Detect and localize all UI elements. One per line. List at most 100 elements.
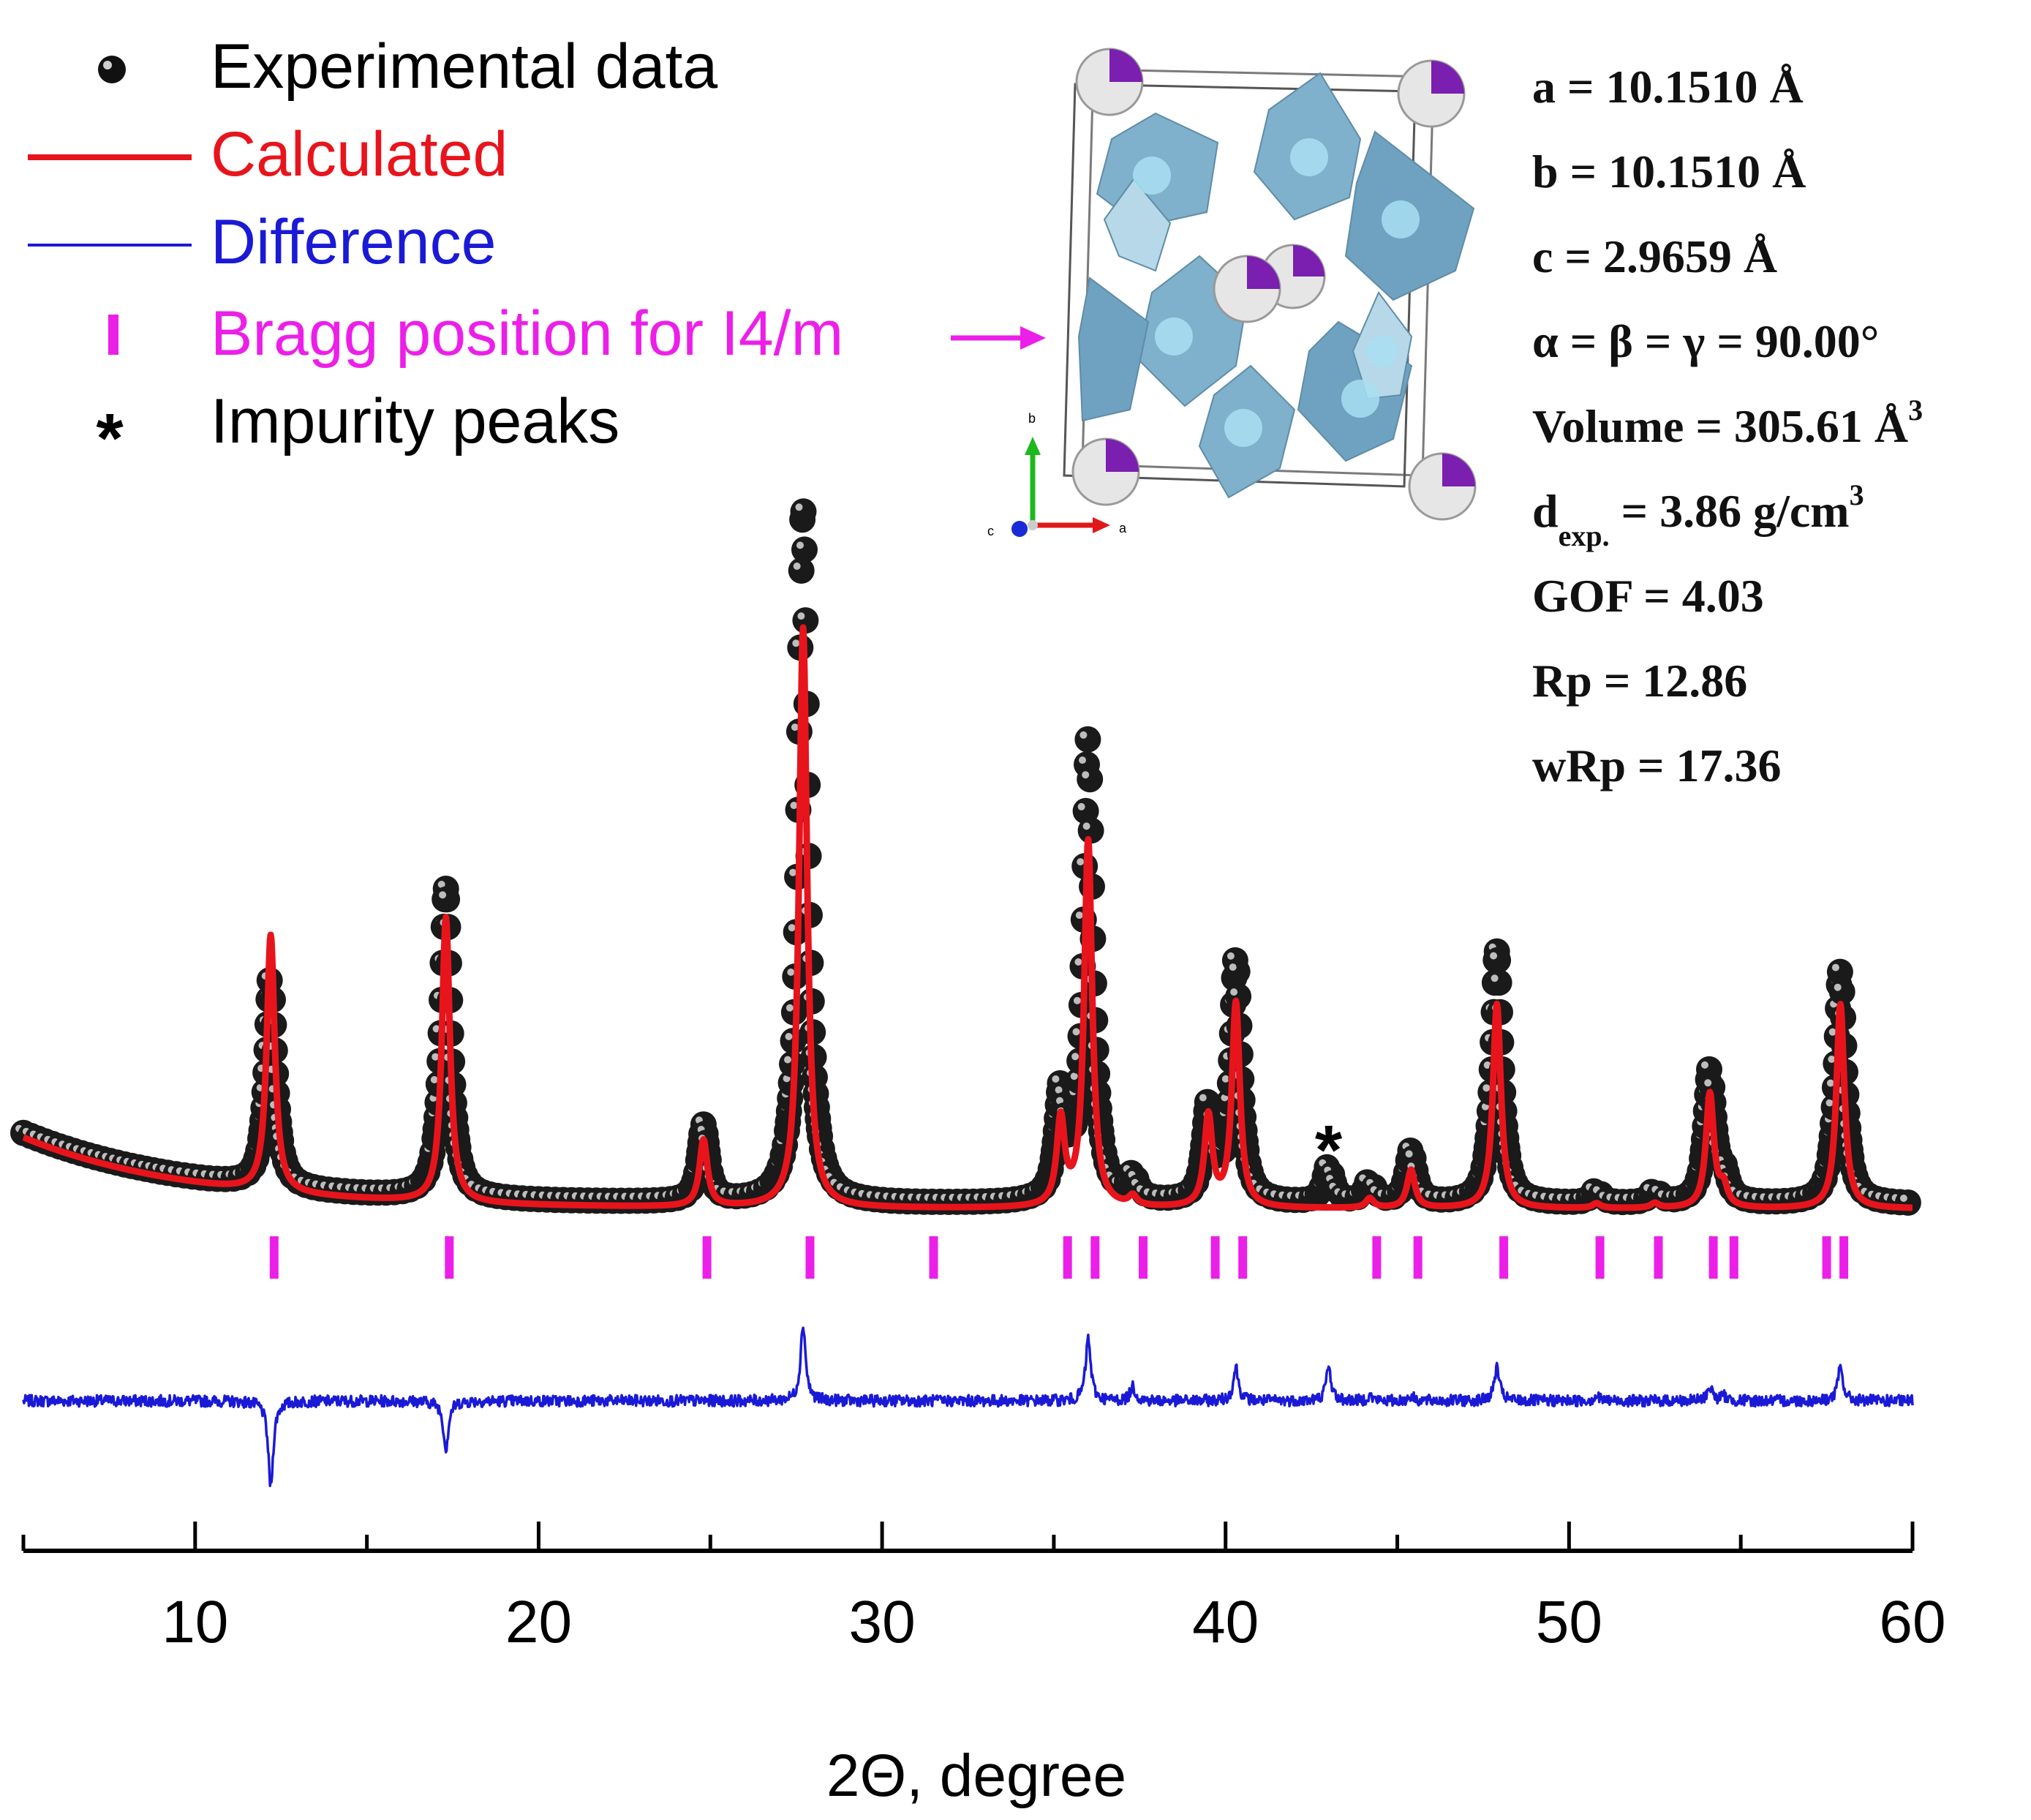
experimental-point-highlight: [1825, 1099, 1834, 1107]
bragg-tick: [1090, 1236, 1100, 1279]
axis-b-label: b: [1028, 411, 1036, 426]
param-b: b = 10.1510 Å: [1532, 146, 1806, 198]
bragg-tick: [1063, 1236, 1072, 1279]
plot-area: * 10 20 30 40 50 60 2Θ, degree: [10, 498, 1946, 1809]
experimental-point-highlight: [432, 1053, 440, 1061]
param-subscript: exp.: [1559, 519, 1610, 552]
bragg-tick: [1499, 1236, 1509, 1279]
legend-item-experimental: Experimental data: [98, 31, 717, 102]
param-label: Rp = 12.86: [1532, 655, 1747, 707]
param-c: c = 2.9659 Å: [1532, 230, 1777, 282]
x-axis: 10 20 30 40 50 60: [21, 1522, 1946, 1655]
experimental-point-highlight: [1082, 822, 1090, 830]
experimental-point: [1077, 766, 1104, 793]
axis-a-label: a: [1119, 521, 1127, 535]
experimental-point-highlight: [432, 1025, 440, 1033]
bragg-tick: [1839, 1236, 1849, 1279]
impurity-star-icon: *: [96, 399, 124, 478]
param-rp: Rp = 12.86: [1532, 655, 1747, 707]
experimental-point-highlight: [430, 1076, 438, 1083]
experimental-point-highlight: [785, 1004, 794, 1012]
experimental-point-highlight: [1070, 1072, 1078, 1080]
param-label: b = 10.1510 Å: [1532, 146, 1806, 198]
bragg-tick: [702, 1236, 712, 1279]
bragg-tick: [1413, 1236, 1423, 1279]
octahedron: [1077, 277, 1150, 422]
bragg-tick: [1238, 1236, 1248, 1279]
axes-indicator: b a c: [987, 411, 1127, 538]
experimental-point-highlight: [1482, 1084, 1491, 1092]
experimental-point-highlight: [1052, 1075, 1060, 1083]
bragg-tick: [1729, 1236, 1738, 1279]
experimental-point-highlight: [1077, 858, 1085, 866]
experimental-point-highlight: [796, 541, 804, 549]
experimental-point-highlight: [1071, 1053, 1079, 1061]
experimental-point-highlight: [1405, 1150, 1413, 1158]
experimental-point-highlight: [1226, 952, 1235, 960]
experimental-point-highlight: [1079, 731, 1088, 739]
bragg-tick-series: [269, 1236, 1849, 1279]
experimental-point-highlight: [1072, 1028, 1080, 1036]
legend-item-difference: Difference: [28, 207, 496, 277]
experimental-point-highlight: [784, 1056, 791, 1064]
experimental-point-highlight: [787, 969, 795, 976]
bragg-tick: [1595, 1236, 1605, 1279]
octahedron: [1103, 178, 1172, 272]
legend-item-impurity: * Impurity peaks: [96, 386, 619, 478]
cation-atom: [1341, 380, 1379, 418]
experimental-point-highlight: [795, 503, 803, 511]
calculated-series-line: [20, 624, 1915, 1211]
param-wrp: wRp = 17.36: [1532, 740, 1782, 791]
impurity-star: *: [1315, 1111, 1343, 1189]
legend-label-impurity: Impurity peaks: [211, 386, 619, 456]
difference-series-line: [22, 1326, 1914, 1487]
param-label: d: [1532, 485, 1559, 537]
cation-atom: [1290, 138, 1328, 176]
bragg-tick: [269, 1236, 279, 1279]
experimental-point: [790, 498, 817, 525]
x-tick-label: 10: [162, 1589, 228, 1655]
octahedron-centres: [1133, 138, 1420, 447]
x-tick-label: 20: [505, 1589, 572, 1655]
refinement-parameters: a = 10.1510 Å b = 10.1510 Å c = 2.9659 Å α …: [1532, 61, 1923, 791]
impurity-annotations: *: [1315, 1111, 1343, 1189]
experimental-point-highlight: [1826, 1079, 1834, 1087]
param-gof: GOF = 4.03: [1532, 570, 1764, 622]
bragg-tick: [1822, 1236, 1831, 1279]
experimental-point-highlight: [790, 802, 798, 809]
bragg-tick: [445, 1236, 454, 1279]
cation-atom: [1366, 335, 1398, 367]
experimental-point-highlight: [1056, 1097, 1063, 1105]
param-superscript: 3: [1850, 478, 1864, 511]
experimental-point-highlight: [797, 612, 805, 620]
param-volume: Volume = 305.61 Å3: [1532, 394, 1923, 452]
experimental-point: [1074, 726, 1101, 753]
experimental-point-highlight: [1079, 756, 1086, 764]
experimental-point-highlight: [1834, 983, 1842, 991]
legend-label-difference: Difference: [211, 207, 496, 277]
experimental-point-highlight: [1082, 771, 1090, 779]
experimental-point-highlight: [1073, 996, 1081, 1004]
bragg-tick: [1372, 1236, 1382, 1279]
experimental-point-highlight: [1074, 958, 1082, 966]
axis-c-dot: [1011, 521, 1028, 537]
cation-atom: [1155, 317, 1193, 356]
x-tick-label: 60: [1879, 1589, 1945, 1655]
param-label: GOF = 4.03: [1532, 570, 1764, 622]
experimental-point-highlight: [1828, 1028, 1836, 1036]
legend-label-experimental: Experimental data: [211, 31, 717, 102]
x-tick-label: 50: [1536, 1589, 1602, 1655]
param-density: dexp. = 3.86 g/cm3: [1532, 478, 1864, 552]
bragg-tick: [1654, 1236, 1663, 1279]
experimental-point-highlight: [785, 1033, 793, 1040]
bragg-tick: [1139, 1236, 1148, 1279]
experimental-point-highlight: [1704, 1079, 1712, 1087]
experimental-point: [1894, 1189, 1921, 1216]
param-rest: = 3.86 g/cm: [1610, 485, 1850, 537]
axis-c-label: c: [987, 524, 994, 538]
experimental-point-highlight: [1828, 1056, 1836, 1063]
param-label: Volume = 305.61 Å: [1532, 400, 1908, 452]
experimental-point-highlight: [1491, 974, 1499, 982]
experimental-point-highlight: [439, 891, 447, 899]
